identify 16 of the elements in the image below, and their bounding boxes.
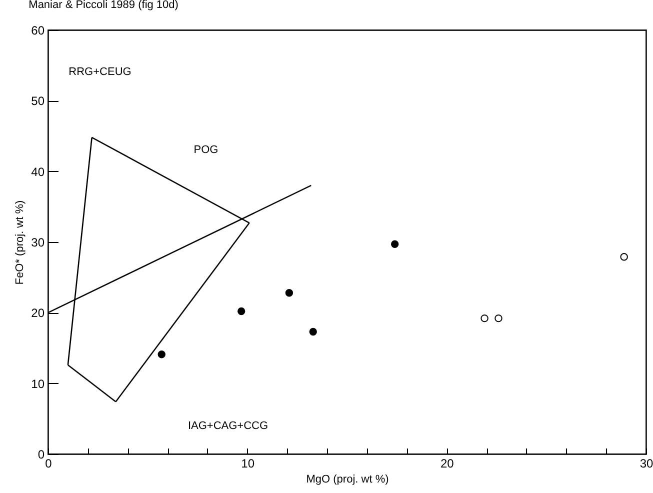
y-tick-label: 50: [31, 94, 45, 108]
y-tick-label: 40: [31, 164, 45, 179]
annotation: IAG+CAG+CCG: [188, 420, 268, 432]
y-tick-label: 0: [38, 448, 45, 462]
x-tick-label: 10: [241, 456, 255, 470]
chart-title: Maniar & Piccoli 1989 (fig 10d): [28, 0, 178, 11]
annotation: POG: [194, 144, 218, 156]
y-axis-title: FeO* (proj. wt %): [14, 200, 26, 285]
y-tick-label: 60: [31, 24, 45, 38]
x-axis-title: MgO (proj. wt %): [306, 474, 389, 486]
y-tick-label: 30: [31, 236, 45, 250]
y-tick-label: 10: [31, 376, 45, 391]
annotation: RRG+CEUG: [68, 66, 132, 78]
y-tick-label: 20: [31, 306, 45, 320]
x-tick-label: 20: [440, 456, 454, 470]
x-tick-label: 30: [640, 456, 653, 470]
